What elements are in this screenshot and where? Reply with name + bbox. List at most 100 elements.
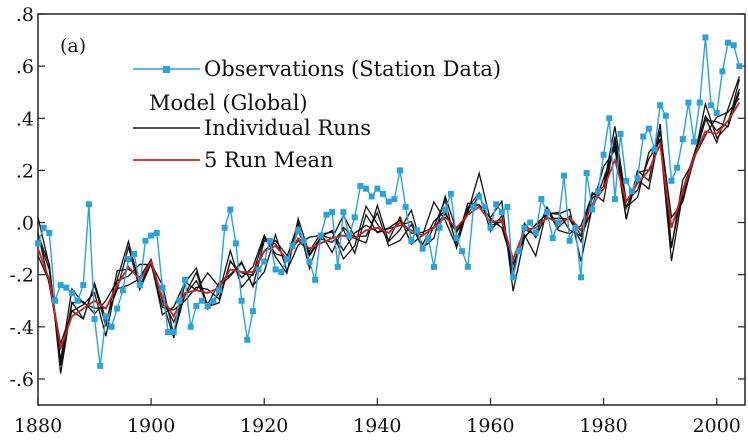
observation-point [736,63,743,70]
plot-frame [37,13,746,406]
observation-point [244,336,251,343]
observation-point [187,323,194,330]
series-line-individual-run-4 [37,79,740,350]
observation-point [696,99,703,106]
observation-point [329,209,336,216]
observation-point [272,266,279,273]
observation-point [153,229,160,236]
x-tick-label: 1920 [240,415,288,437]
observation-point [544,209,551,216]
observation-point [136,282,143,289]
observation-point [713,110,720,117]
observation-point [611,196,618,203]
observation-point [725,39,732,46]
observation-point [662,112,669,119]
observation-point [170,329,177,336]
observation-point [357,183,364,190]
observation-point [119,287,126,294]
observation-point [385,198,392,205]
observation-point [645,125,652,132]
observation-point [85,201,92,208]
observation-point [674,164,681,171]
observation-point [125,256,132,263]
observation-point [668,177,675,184]
observation-point [266,237,273,244]
y-tick-label: -.2 [9,265,34,287]
observation-point [685,99,692,106]
observation-point [583,170,590,177]
observation-point [504,203,511,210]
x-tick-label: 1960 [466,415,514,437]
observation-point [719,68,726,75]
x-tick-label: 1900 [127,415,175,437]
observation-point [391,196,398,203]
observation-point [481,203,488,210]
x-axis: 1880 1900 1920 1940 1960 1980 2000 [14,398,741,437]
observation-point [114,305,121,312]
observation-point [165,329,172,336]
observation-point [63,284,70,291]
observation-point [74,297,81,304]
x-tick-label: 1880 [14,415,62,437]
series-line-individual-run-2 [37,76,740,347]
observation-point [464,263,471,270]
observation-point [425,235,432,242]
observation-point [730,42,737,49]
observation-point [374,185,381,192]
observation-point [634,175,641,182]
series-line-individual-run-5 [37,92,740,374]
observation-point [594,188,601,195]
observation-point [476,193,483,200]
legend-marker-observations [163,66,170,73]
observation-point [159,284,166,291]
observation-point [447,190,454,197]
observation-point [176,297,183,304]
observation-point [459,248,466,255]
observation-point [283,256,290,263]
observation-point [561,172,568,179]
observation-point [46,229,53,236]
y-axis: .8 .6 .4 .2 .0 -.2 -.4 -.6 [9,4,745,391]
observation-point [657,102,664,109]
observation-point [68,289,75,296]
observation-point [487,224,494,231]
panel-label: (a) [60,35,86,57]
observation-point [566,237,573,244]
observation-point [148,232,155,239]
legend-label-individual-runs: Individual Runs [204,116,371,140]
observation-point [312,276,319,283]
y-tick-label: -.4 [9,317,34,339]
observation-point [538,196,545,203]
legend-label-5-run-mean: 5 Run Mean [204,148,334,172]
observation-point [442,206,449,213]
y-tick-label: .6 [16,56,34,78]
observation-point [396,167,403,174]
x-tick-label: 1940 [353,415,401,437]
observation-point [679,136,686,143]
observation-point [436,224,443,231]
legend-label-observations: Observations (Station Data) [204,57,501,81]
observation-point [317,232,324,239]
observation-point [623,177,630,184]
observation-point [323,211,330,218]
series-line-individual-run-1 [37,88,740,366]
observation-point [708,102,715,109]
x-tick-label: 1980 [579,415,627,437]
observation-point [131,250,138,257]
observation-point [577,274,584,281]
y-tick-label: .2 [16,160,34,182]
observation-point [702,34,709,41]
observation-point [351,214,358,221]
observation-point [363,185,370,192]
observation-point [640,133,647,140]
observation-point [255,266,262,273]
observation-point [555,219,562,226]
observation-point [199,297,206,304]
observation-point [691,138,698,145]
y-tick-label: .8 [16,4,34,26]
observation-point [295,227,302,234]
observation-point [278,269,285,276]
y-tick-label: .0 [16,213,34,235]
observation-point [232,240,239,247]
